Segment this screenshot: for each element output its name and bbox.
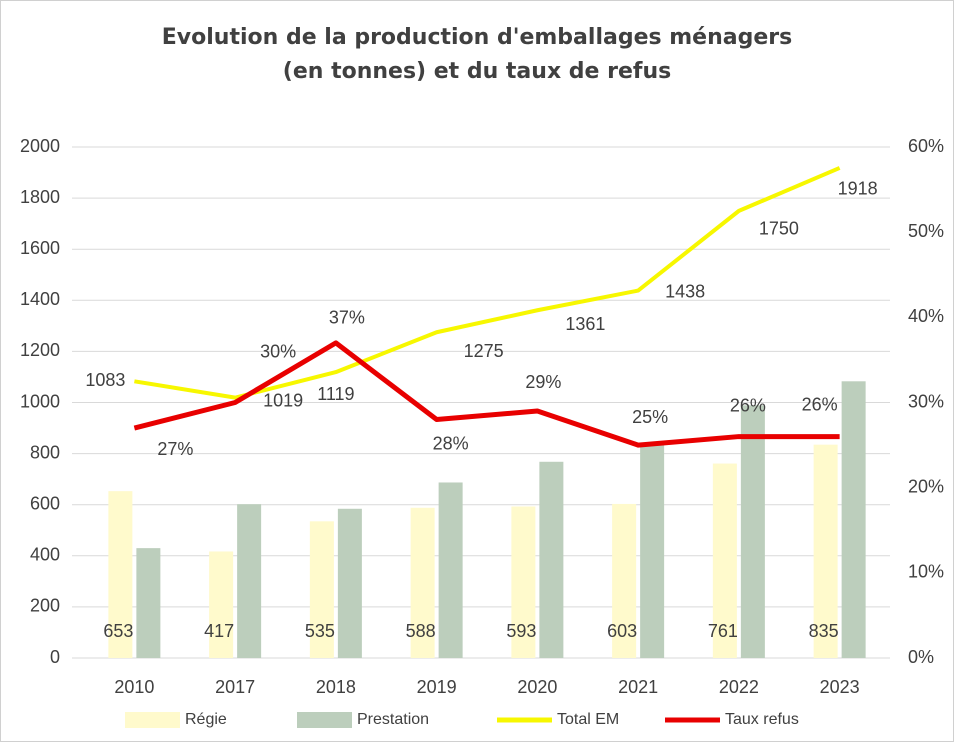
data-label: 1019 — [263, 390, 303, 410]
bar — [309, 521, 334, 658]
legend-label: Total EM — [557, 711, 619, 728]
x-tick-label: 2020 — [517, 677, 557, 697]
data-label: 25% — [632, 407, 668, 427]
x-tick-label: 2023 — [820, 677, 860, 697]
data-label: 29% — [525, 372, 561, 392]
legend-swatch — [125, 712, 180, 728]
data-label: 1361 — [565, 314, 605, 334]
legend-label: Prestation — [357, 711, 429, 728]
y-tick-label: 1000 — [20, 391, 60, 411]
y2-tick-label: 50% — [908, 221, 944, 241]
bar — [740, 405, 765, 658]
y-tick-label: 0 — [50, 647, 60, 667]
data-label: 27% — [157, 439, 193, 459]
data-label: 26% — [730, 395, 766, 415]
y-tick-label: 2000 — [20, 136, 60, 156]
x-tick-label: 2022 — [719, 677, 759, 697]
data-label: 26% — [802, 394, 838, 414]
data-label: 1119 — [317, 384, 354, 404]
y2-tick-label: 10% — [908, 562, 944, 582]
bar — [511, 506, 536, 658]
y-tick-label: 800 — [30, 442, 60, 462]
y-tick-label: 400 — [30, 545, 60, 565]
bar — [438, 482, 463, 658]
y2-tick-label: 20% — [908, 476, 944, 496]
data-label: 1275 — [464, 341, 504, 361]
bar — [337, 508, 362, 658]
chart-title: Evolution de la production d'emballages … — [162, 25, 792, 50]
x-tick-label: 2018 — [316, 677, 356, 697]
line-series — [133, 340, 840, 448]
bar — [108, 491, 133, 658]
data-label: 1083 — [85, 370, 125, 390]
y-tick-label: 200 — [30, 596, 60, 616]
bar — [410, 507, 435, 658]
data-label: 1750 — [759, 219, 799, 239]
bar — [237, 504, 262, 658]
x-tick-label: 2021 — [618, 677, 658, 697]
data-label: 603 — [607, 621, 637, 641]
y2-tick-label: 40% — [908, 306, 944, 326]
legend-label: Régie — [185, 711, 227, 728]
bar — [209, 551, 234, 658]
y-tick-label: 1200 — [20, 340, 60, 360]
data-label: 28% — [433, 433, 469, 453]
legend-swatch — [297, 712, 352, 728]
data-label: 653 — [103, 621, 133, 641]
y2-tick-label: 0% — [908, 647, 934, 667]
data-label: 1438 — [665, 281, 705, 301]
bar — [136, 548, 161, 658]
legend-label: Taux refus — [725, 711, 799, 728]
data-label: 30% — [260, 341, 296, 361]
bar — [539, 461, 564, 658]
data-label: 761 — [708, 621, 738, 641]
x-tick-label: 2010 — [114, 677, 154, 697]
data-label: 37% — [329, 308, 365, 328]
y-tick-label: 600 — [30, 493, 60, 513]
chart-title: (en tonnes) et du taux de refus — [283, 59, 671, 84]
bar — [841, 381, 866, 658]
x-tick-label: 2017 — [215, 677, 255, 697]
data-label: 835 — [809, 621, 839, 641]
bar — [712, 463, 737, 658]
data-label: 588 — [406, 621, 436, 641]
y2-tick-label: 30% — [908, 391, 944, 411]
y-tick-label: 1600 — [20, 238, 60, 258]
bar — [813, 444, 838, 658]
data-label: 1918 — [838, 179, 878, 199]
data-label: 417 — [204, 621, 234, 641]
y-tick-label: 1800 — [20, 187, 60, 207]
y-tick-label: 1400 — [20, 289, 60, 309]
x-tick-label: 2019 — [417, 677, 457, 697]
data-label: 535 — [305, 621, 335, 641]
bar — [640, 444, 665, 658]
bar — [612, 503, 637, 658]
data-label: 593 — [506, 621, 536, 641]
y2-tick-label: 60% — [908, 136, 944, 156]
